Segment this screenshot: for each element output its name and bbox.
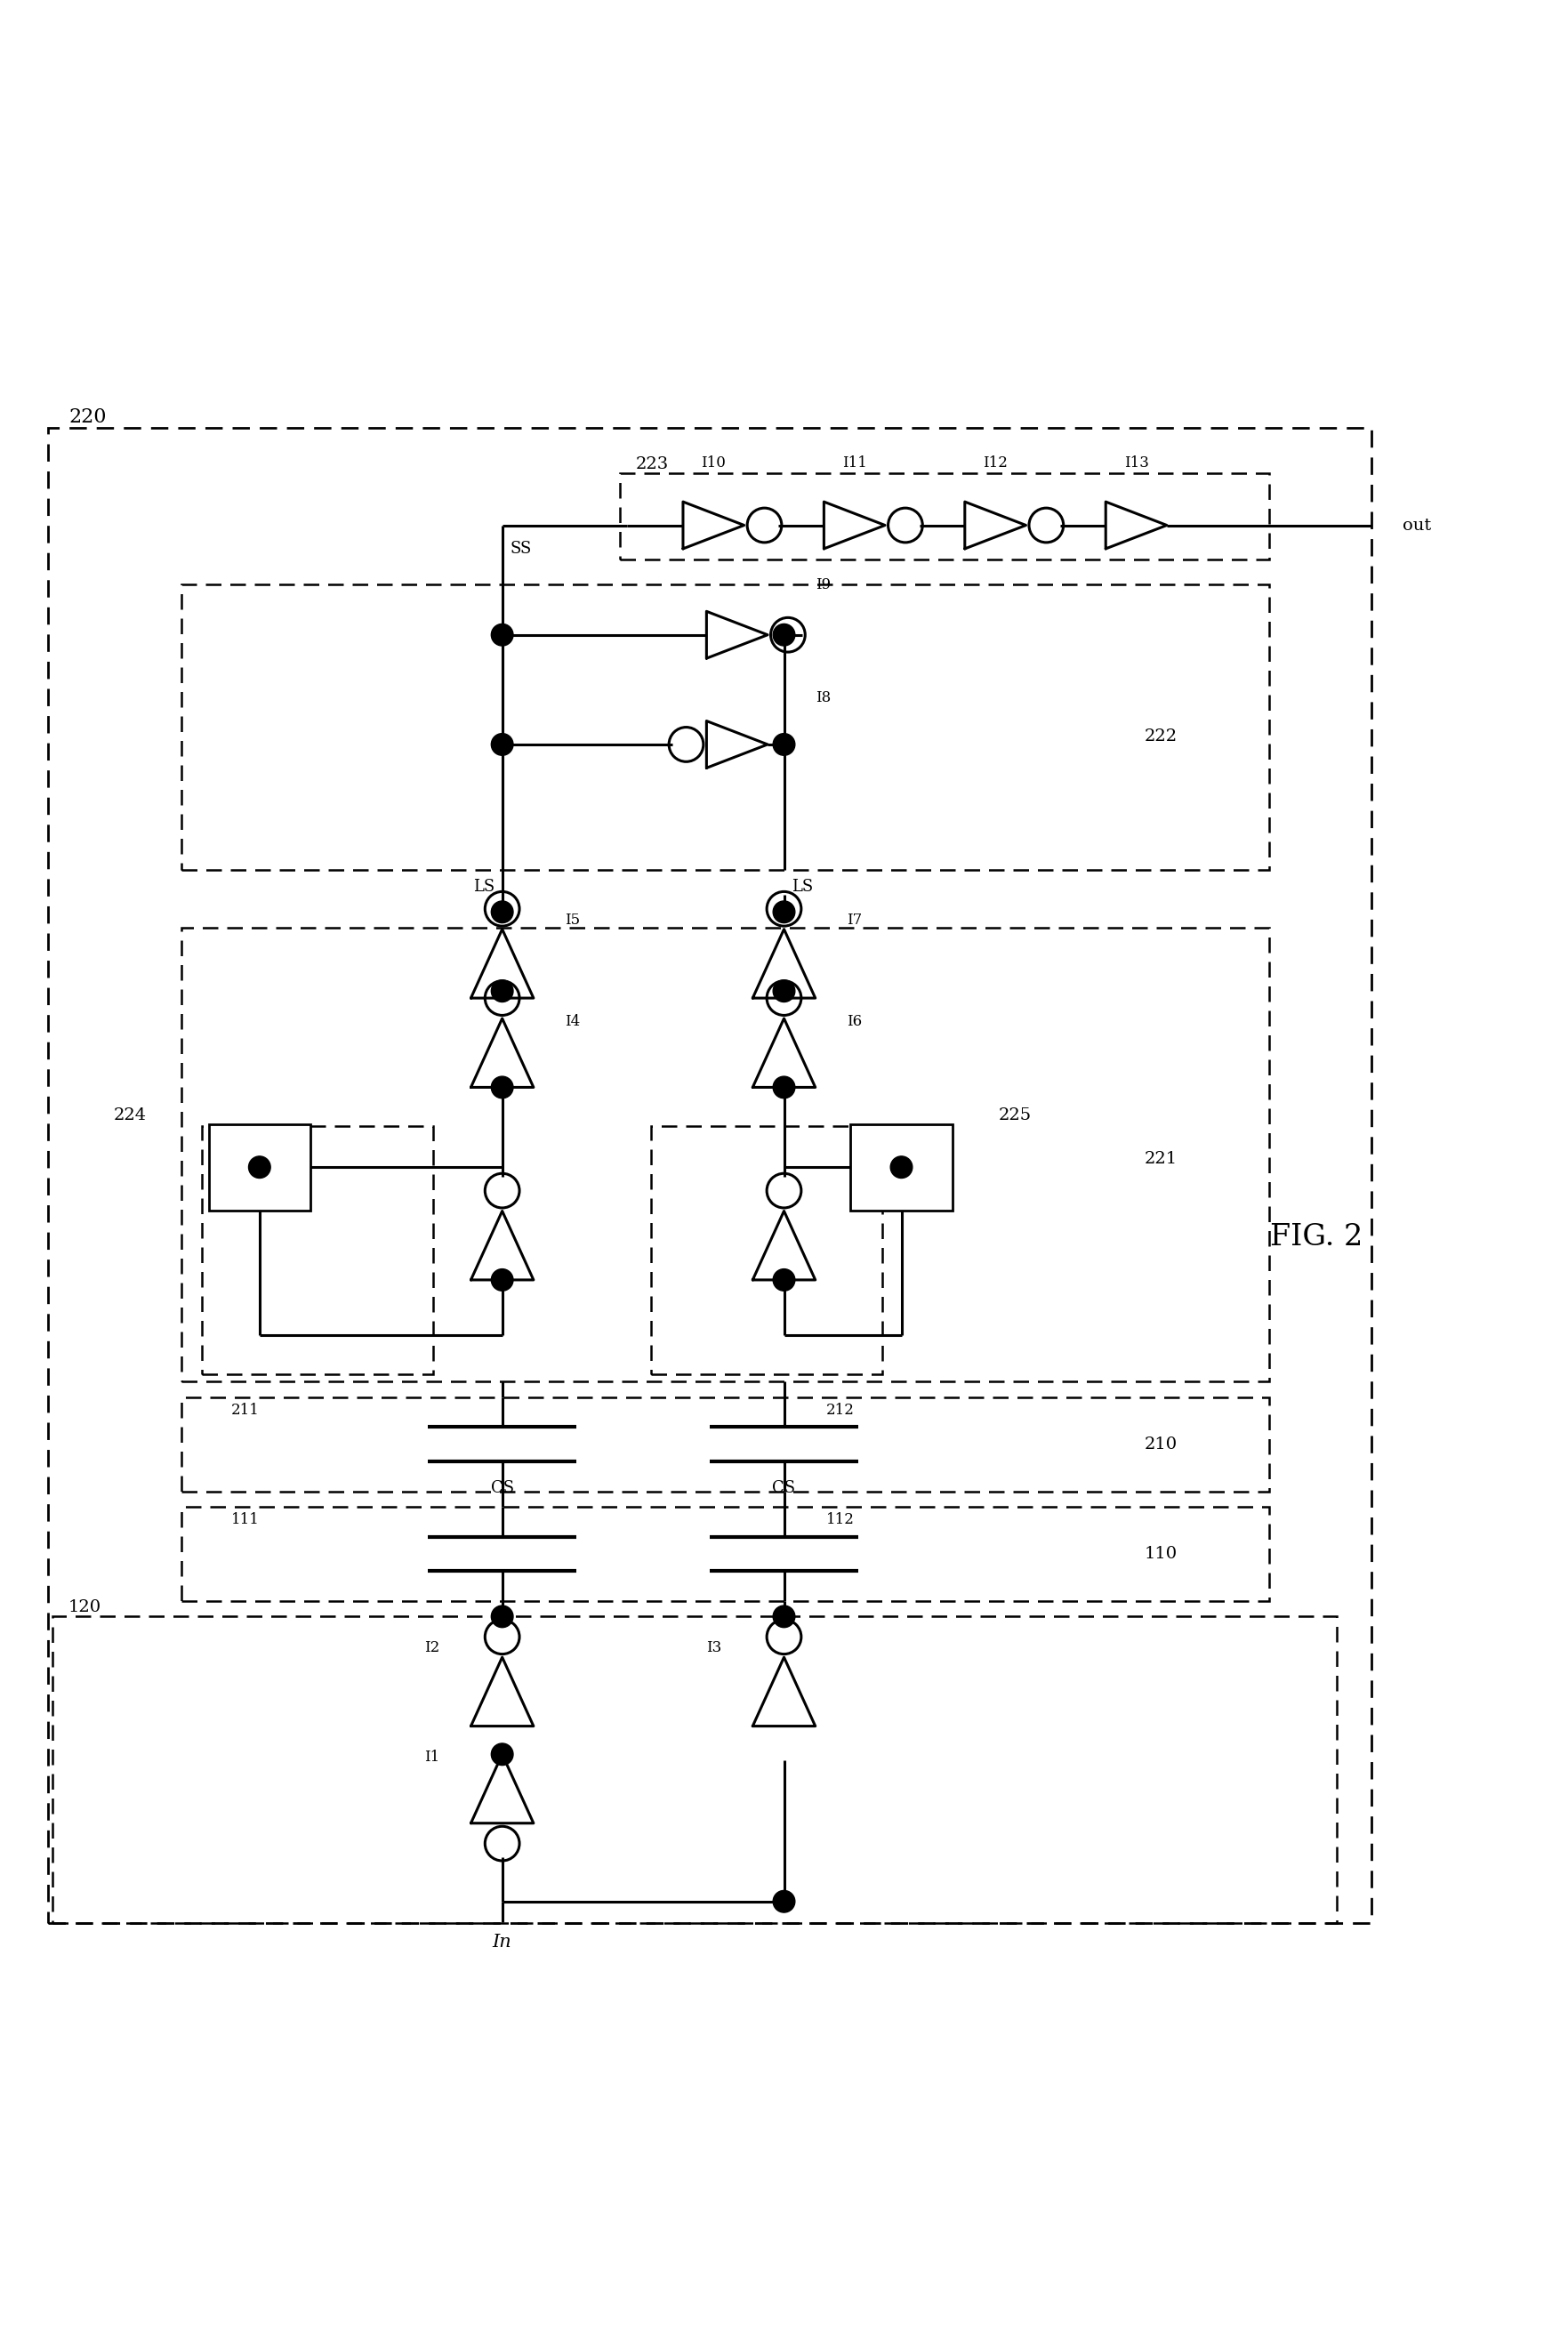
Text: 220: 220 [69,407,107,428]
Text: 120: 120 [69,1598,102,1614]
Bar [209,1123,310,1210]
Circle shape [491,1744,513,1765]
Text: 225: 225 [999,1107,1032,1123]
Bar [53,1617,1336,1922]
Bar [619,475,1270,559]
Text: I6: I6 [847,1013,862,1029]
Text: I5: I5 [564,912,580,928]
Text: 110: 110 [1145,1546,1178,1563]
Circle shape [773,623,795,646]
Text: LS: LS [792,879,814,895]
Circle shape [773,733,795,754]
Text: SS: SS [510,541,532,557]
Text: I7: I7 [847,912,862,928]
Text: I9: I9 [815,578,831,592]
Text: I12: I12 [983,456,1008,470]
Text: CS: CS [773,1481,795,1497]
Bar [850,1123,952,1210]
Text: I8: I8 [815,691,831,705]
Text: I4: I4 [564,1013,580,1029]
Text: 112: 112 [826,1511,855,1528]
Bar [182,1398,1270,1492]
Text: 211: 211 [230,1403,260,1417]
Text: I10: I10 [701,456,726,470]
Circle shape [491,623,513,646]
Circle shape [491,1076,513,1097]
Text: In: In [492,1934,511,1951]
Circle shape [491,733,513,754]
Text: I2: I2 [425,1640,439,1654]
Text: I11: I11 [842,456,867,470]
Bar [182,585,1270,870]
Circle shape [773,1889,795,1913]
Text: 222: 222 [1145,728,1178,745]
Circle shape [249,1156,271,1177]
Bar [182,928,1270,1382]
Circle shape [773,1605,795,1629]
Bar [182,1506,1270,1600]
Text: 224: 224 [114,1107,147,1123]
Text: I13: I13 [1124,456,1149,470]
Text: LS: LS [474,879,494,895]
Bar [651,1126,883,1375]
Text: 223: 223 [635,456,668,472]
Bar [49,428,1370,1922]
Circle shape [491,1605,513,1629]
Text: I1: I1 [425,1751,439,1765]
Circle shape [773,1269,795,1290]
Circle shape [491,1269,513,1290]
Circle shape [773,980,795,1001]
Text: 221: 221 [1145,1152,1178,1168]
Circle shape [491,900,513,924]
Bar [202,1126,433,1375]
Text: out: out [1402,517,1432,533]
Circle shape [891,1156,913,1177]
Text: 111: 111 [230,1511,260,1528]
Circle shape [773,900,795,924]
Circle shape [491,980,513,1001]
Text: CS: CS [491,1481,514,1497]
Text: FIG. 2: FIG. 2 [1270,1224,1363,1253]
Text: 210: 210 [1145,1436,1178,1452]
Circle shape [773,1076,795,1097]
Text: 212: 212 [826,1403,855,1417]
Text: I3: I3 [706,1640,721,1654]
